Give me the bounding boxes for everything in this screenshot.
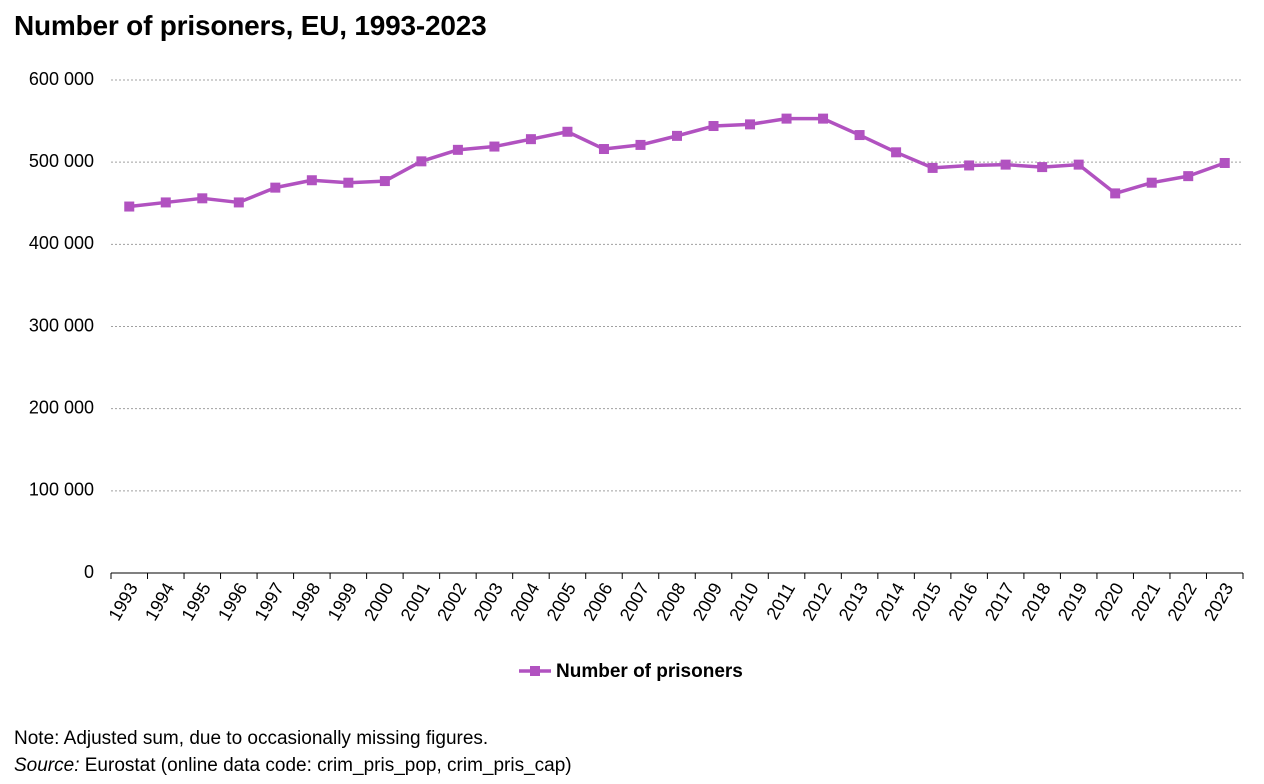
x-tick-labels: 1993 1994 1995 1996 1997 1998 1999 2000 2001 2002…: [104, 579, 1237, 624]
x-tick-label: 2002: [433, 579, 470, 624]
legend: Number of prisoners: [519, 661, 743, 682]
x-tick-label: 2020: [1090, 579, 1127, 624]
line-chart: 0 100 000 200 000 300 000 400 000 500 000 600 …: [29, 69, 1244, 682]
data-point: [1183, 171, 1194, 182]
x-tick-label: 2022: [1163, 579, 1200, 624]
y-tick-label: 500 000: [29, 151, 94, 171]
data-point: [525, 134, 536, 145]
data-point: [489, 141, 500, 152]
y-tick-label: 0: [84, 562, 94, 582]
data-point: [1219, 157, 1230, 168]
y-tick-labels: 0 100 000 200 000 300 000 400 000 500 000 600 …: [29, 69, 94, 582]
x-tick-label: 2005: [543, 579, 580, 624]
chart-source: Source: Eurostat (online data code: crim…: [14, 755, 572, 777]
data-point: [1073, 159, 1084, 170]
x-tick-label: 1993: [104, 579, 141, 624]
x-tick-label: 2021: [1127, 579, 1164, 624]
x-tick-label: 2006: [579, 579, 616, 624]
data-point: [635, 139, 646, 150]
x-tick-label: 2010: [725, 579, 762, 624]
data-point: [1037, 162, 1048, 173]
x-tick-label: 2007: [616, 579, 653, 624]
data-point: [1000, 159, 1011, 170]
x-tick-label: 2017: [981, 579, 1018, 624]
data-point: [1146, 177, 1157, 188]
source-text: Eurostat (online data code: crim_pris_po…: [79, 755, 572, 776]
y-tick-label: 200 000: [29, 397, 94, 417]
x-tick-label: 2008: [652, 579, 689, 624]
x-tick-label: 2009: [689, 579, 726, 624]
data-point: [781, 113, 792, 124]
y-tick-label: 300 000: [29, 315, 94, 335]
x-tick-label: 2013: [835, 579, 872, 624]
data-point: [197, 193, 208, 204]
x-tick-label: 1997: [251, 579, 288, 624]
data-point: [891, 147, 902, 158]
x-tick-label: 1998: [287, 579, 324, 624]
data-point: [343, 177, 354, 188]
x-tick-label: 1999: [324, 579, 361, 624]
x-tick-label: 2004: [506, 579, 543, 624]
data-point: [708, 121, 719, 132]
data-point: [818, 113, 829, 124]
data-point: [379, 176, 390, 187]
axes: [110, 572, 1244, 579]
data-point: [927, 162, 938, 173]
data-point: [672, 130, 682, 141]
data-point: [452, 144, 463, 155]
data-point: [270, 182, 281, 193]
data-point: [854, 130, 865, 141]
legend-marker: [530, 666, 540, 676]
x-tick-label: 1994: [141, 579, 178, 624]
x-tick-label: 2019: [1054, 579, 1091, 624]
x-tick-label: 2012: [798, 579, 835, 624]
x-tick-label: 1996: [214, 579, 251, 624]
gridlines: [111, 79, 1243, 492]
y-tick-label: 600 000: [29, 69, 94, 89]
x-tick-label: 2015: [908, 579, 945, 624]
chart-note: Note: Adjusted sum, due to occasionally …: [14, 728, 489, 749]
x-tick-label: 2001: [397, 579, 434, 624]
data-point: [598, 144, 609, 155]
data-point: [306, 175, 317, 186]
x-tick-label: 2011: [762, 579, 799, 623]
series-number-of-prisoners: [124, 113, 1230, 212]
data-point: [416, 156, 427, 167]
data-point: [124, 201, 135, 212]
x-tick-label: 2014: [871, 579, 908, 624]
x-tick-label: 2016: [944, 579, 981, 624]
x-tick-label: 2018: [1017, 579, 1054, 624]
x-tick-label: 2023: [1200, 579, 1237, 624]
y-tick-label: 100 000: [29, 480, 94, 500]
data-point: [964, 160, 975, 171]
data-point: [745, 119, 756, 130]
source-label: Source:: [14, 755, 80, 776]
data-point: [562, 126, 573, 137]
chart-title: Number of prisoners, EU, 1993-2023: [14, 10, 487, 41]
legend-label: Number of prisoners: [556, 661, 743, 682]
x-tick-label: 1995: [178, 579, 215, 624]
x-tick-label: 2000: [360, 579, 397, 624]
y-tick-label: 400 000: [29, 233, 94, 253]
data-point: [160, 197, 171, 208]
data-point: [1110, 188, 1121, 199]
data-point: [233, 197, 244, 208]
x-tick-label: 2003: [470, 579, 507, 624]
